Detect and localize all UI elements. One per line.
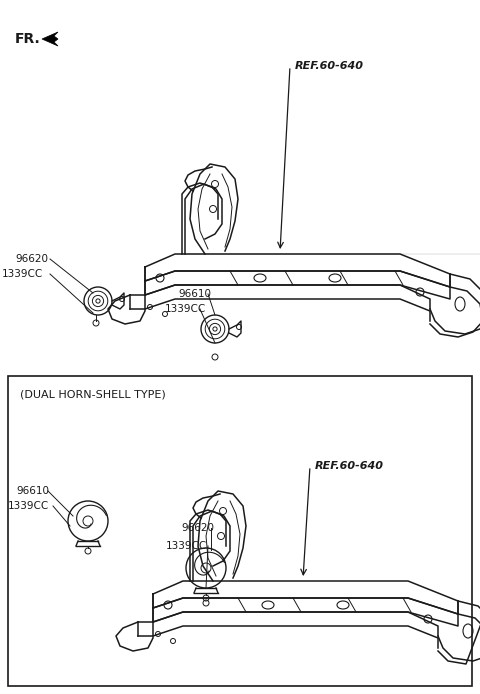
- Text: (DUAL HORN-SHELL TYPE): (DUAL HORN-SHELL TYPE): [20, 389, 166, 399]
- Text: 96610: 96610: [178, 289, 211, 299]
- Text: 96620: 96620: [15, 254, 48, 264]
- Text: 96610: 96610: [16, 486, 49, 496]
- Text: REF.60-640: REF.60-640: [295, 61, 364, 71]
- Text: 96620: 96620: [181, 523, 214, 533]
- Text: FR.: FR.: [15, 32, 41, 46]
- Polygon shape: [42, 32, 58, 46]
- Text: 1339CC: 1339CC: [2, 269, 43, 279]
- Bar: [8, 376, 472, 686]
- Text: REF.60-640: REF.60-640: [315, 461, 384, 471]
- Text: 1339CC: 1339CC: [166, 541, 207, 551]
- Text: 1339CC: 1339CC: [8, 501, 49, 511]
- Text: 1339CC: 1339CC: [165, 304, 206, 314]
